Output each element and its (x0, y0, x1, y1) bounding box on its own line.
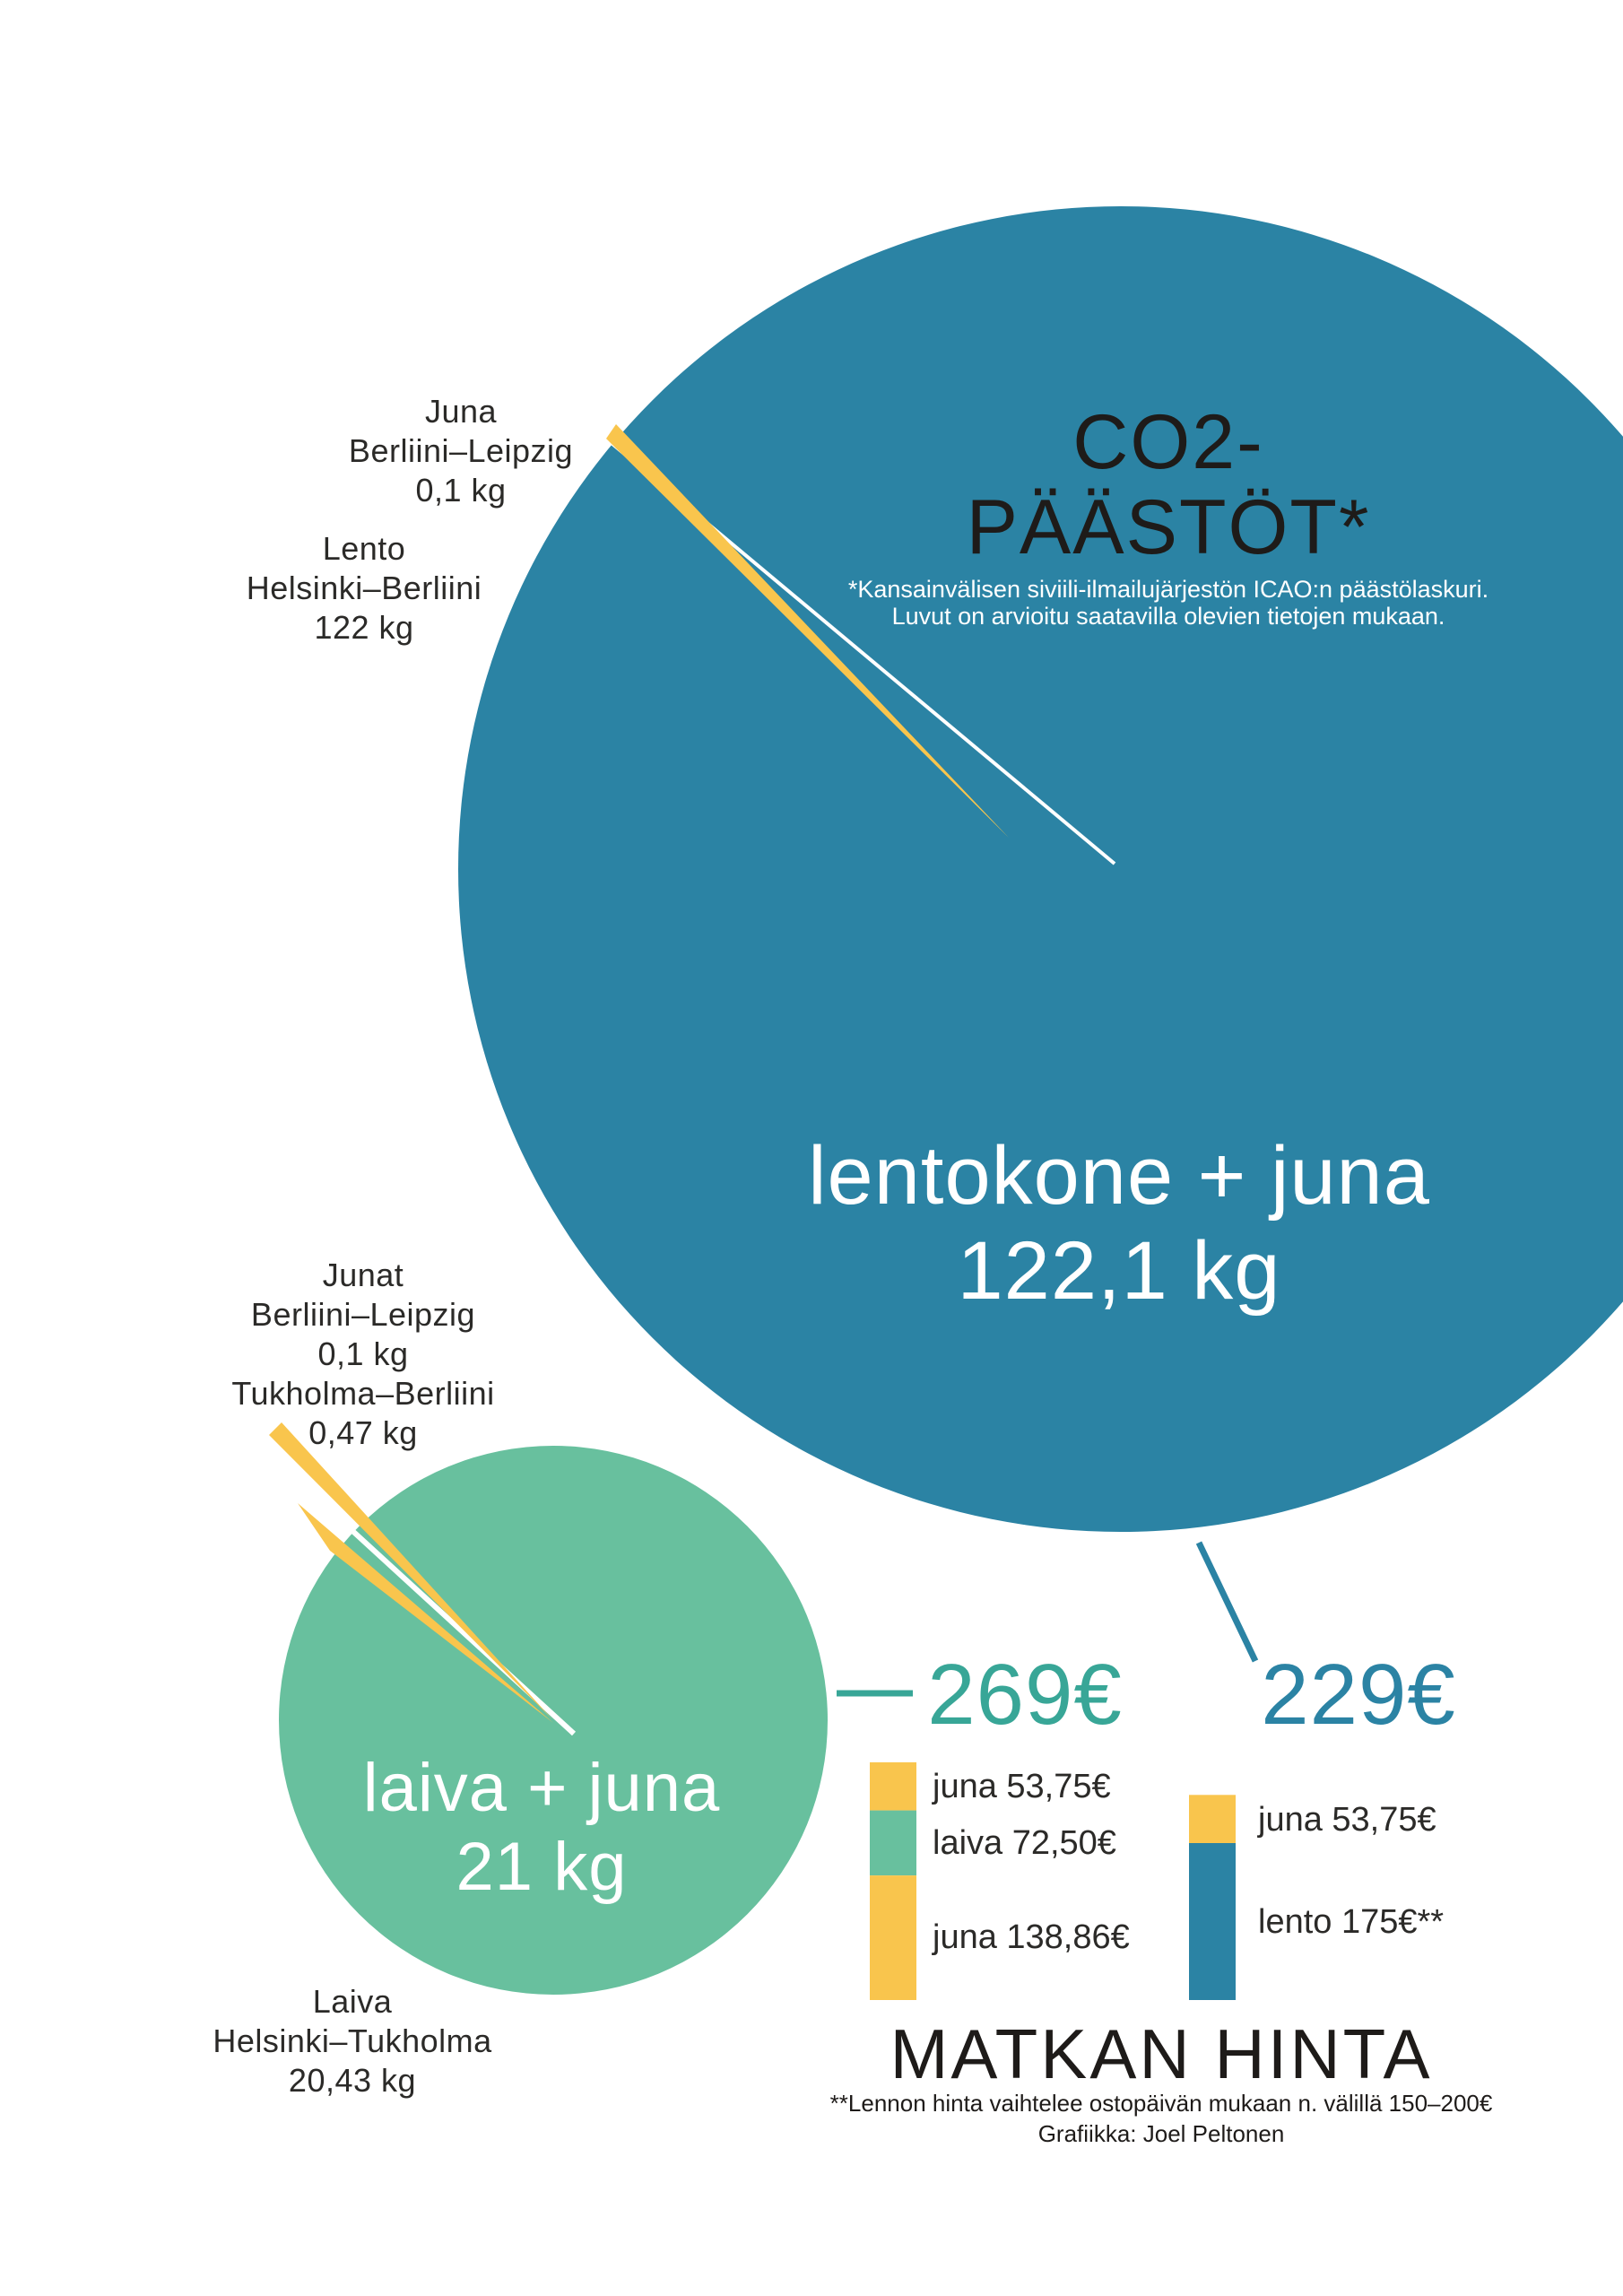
emissions-footnote-line1: *Kansainvälisen siviili-ilmailujärjestön… (847, 576, 1489, 603)
callout-line: Lento (322, 530, 406, 567)
train-sliver-big-circle (606, 424, 1009, 838)
emissions-title-line2: PÄÄSTÖT* (966, 484, 1371, 570)
bar-segment-label-juna-2: juna 138,86€ (933, 1918, 1130, 1956)
callout-flight: Lento Helsinki–Berliini 122 kg (247, 529, 482, 648)
ship-train-circle-value: 21 kg (456, 1829, 628, 1905)
callout-ship: Laiva Helsinki–Tukholma 20,43 kg (213, 1982, 491, 2100)
emissions-title-footnote: *Kansainvälisen siviili-ilmailujärjestön… (848, 576, 1488, 630)
emissions-title-line1: CO2- (1072, 399, 1264, 485)
price-bar-segment-juna (870, 1875, 916, 2000)
train-slivers-gap-line (284, 1468, 577, 1736)
flight-train-circle-value: 122,1 kg (957, 1225, 1281, 1317)
ship-train-circle (279, 1446, 828, 1995)
callout-line: 0,1 kg (317, 1335, 409, 1372)
callout-line: 0,47 kg (308, 1414, 418, 1451)
bar-segment-label-juna-3: juna 53,75€ (1258, 1801, 1436, 1839)
emissions-footnote-line2: Luvut on arvioitu saatavilla olevien tie… (891, 603, 1445, 630)
callout-line: Helsinki–Berliini (246, 570, 482, 606)
flight-train-circle-label: lentokone + juna 122,1 kg (808, 1128, 1430, 1318)
price-title: MATKAN HINTA (890, 2014, 1433, 2093)
price-bars (870, 1761, 1236, 2000)
callout-line: 0,1 kg (415, 472, 507, 509)
ship-train-circle-title: laiva + juna (362, 1750, 721, 1826)
emissions-title: CO2- PÄÄSTÖT* (967, 400, 1371, 570)
price-footnote: **Lennon hinta vaihtelee ostopäivän muka… (829, 2090, 1493, 2117)
bar-segment-label-juna-1: juna 53,75€ (933, 1768, 1111, 1805)
callout-ship-trains: Junat Berliini–Leipzig 0,1 kg Tukholma–B… (231, 1256, 494, 1453)
bar-segment-label-lento: lento 175€** (1258, 1903, 1445, 1941)
callout-line: Berliini–Leipzig (348, 432, 574, 469)
price-bar-segment-juna (1189, 1795, 1236, 1844)
callout-line: 20,43 kg (288, 2062, 417, 2099)
callout-line: Helsinki–Tukholma (213, 2022, 492, 2059)
flight-train-circle (458, 206, 1623, 1532)
callout-line: Juna (424, 393, 498, 430)
price-bar-segment-lento (1189, 1843, 1236, 2000)
credit-line: Grafiikka: Joel Peltonen (1037, 2120, 1285, 2147)
price-bar-segment-laiva (870, 1810, 916, 1876)
price-right-leader-line (1195, 1541, 1259, 1663)
callout-line: Junat (322, 1257, 404, 1293)
callout-line: Berliini–Leipzig (250, 1296, 476, 1333)
flight-train-circle-title: lentokone + juna (808, 1130, 1430, 1222)
callout-line: Laiva (312, 1983, 393, 2020)
callout-flight-train: Juna Berliini–Leipzig 0,1 kg (349, 392, 573, 510)
price-total-left: 269€ (927, 1647, 1123, 1743)
train-sliver-small-2 (298, 1503, 553, 1723)
ship-train-circle-label: laiva + juna 21 kg (363, 1749, 721, 1907)
callout-line: 122 kg (314, 609, 414, 646)
callout-line: Tukholma–Berliini (231, 1375, 495, 1412)
bar-segment-label-laiva: laiva 72,50€ (933, 1824, 1116, 1862)
price-bar-segment-juna (870, 1761, 916, 1811)
train-sliver-small-1 (269, 1422, 552, 1719)
price-total-right: 229€ (1261, 1647, 1456, 1743)
